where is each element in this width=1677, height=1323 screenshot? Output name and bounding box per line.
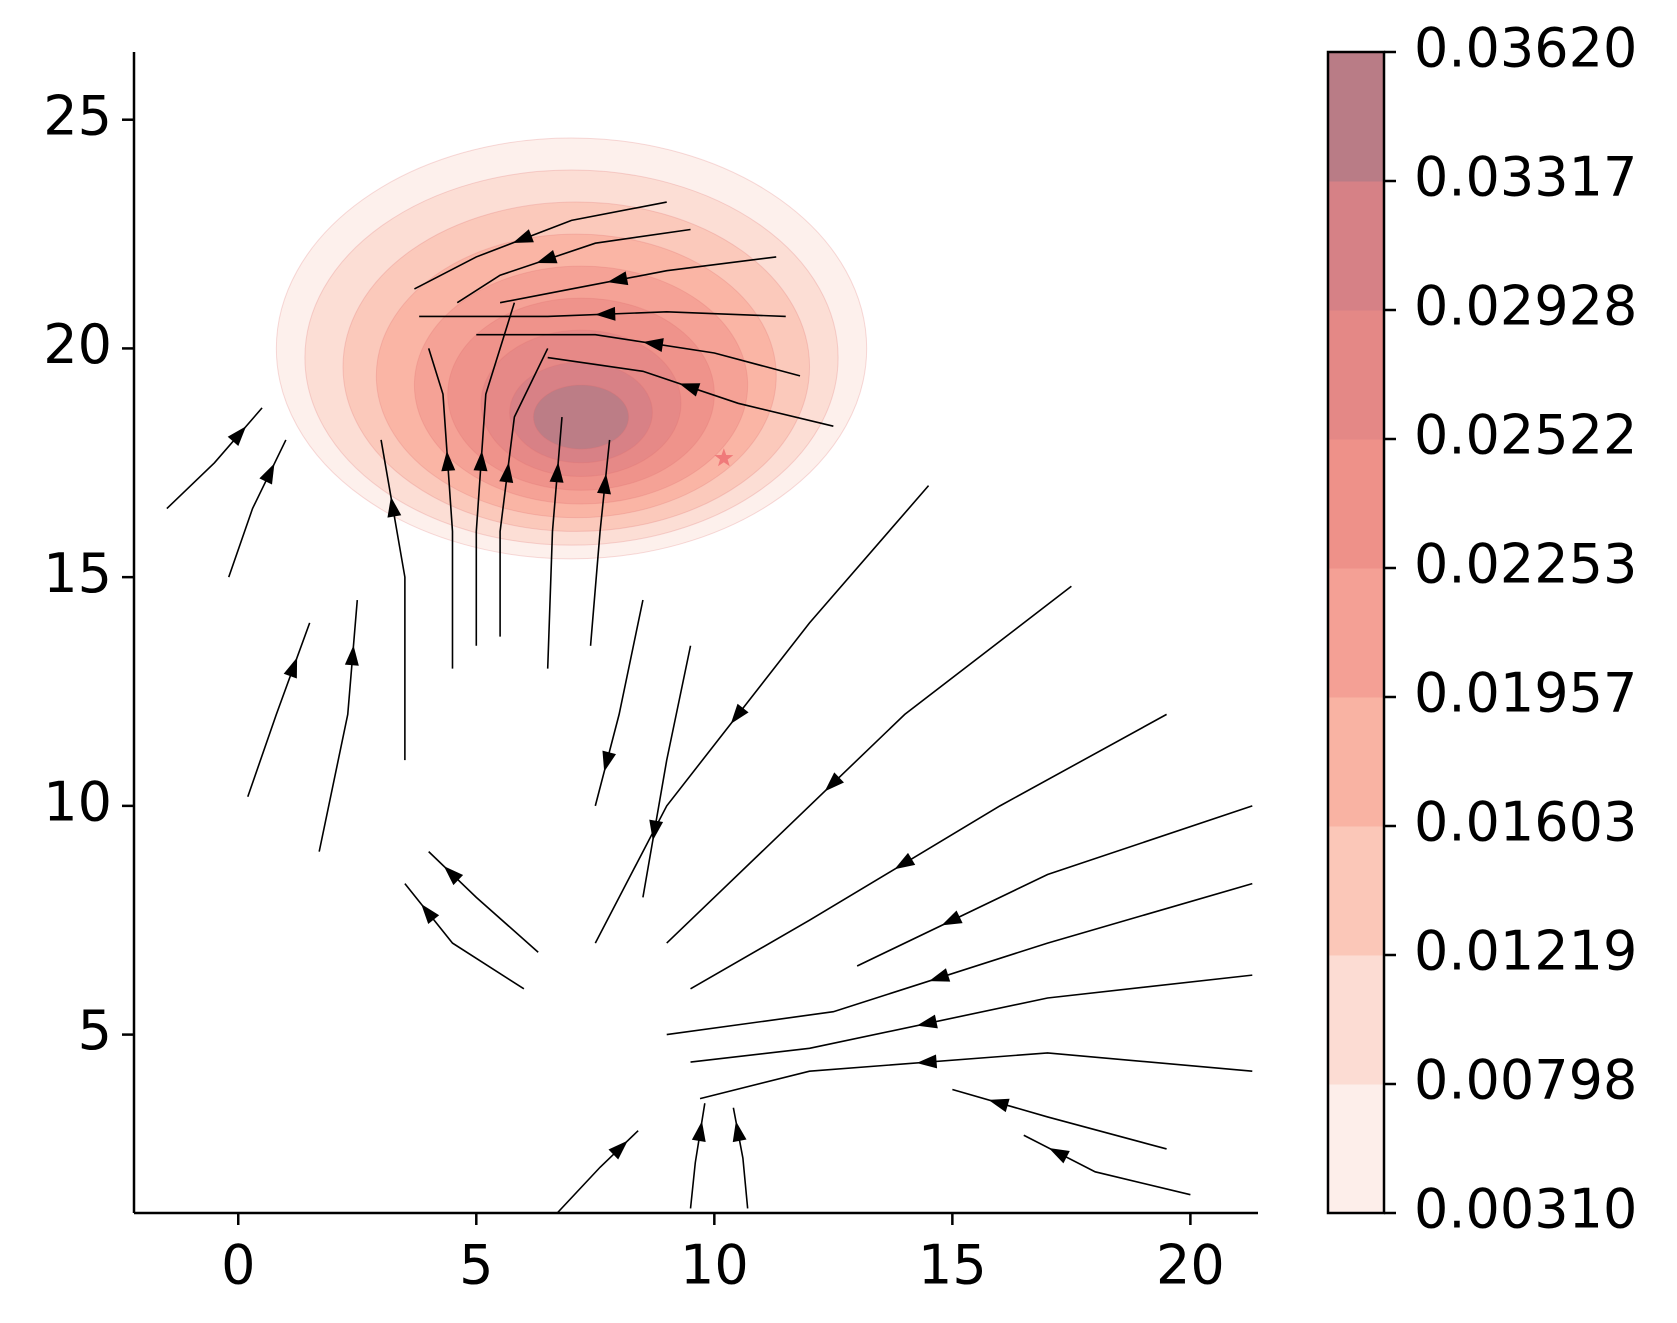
x-tick-label: 20 <box>1156 1234 1225 1297</box>
stream-arrow <box>344 645 359 666</box>
stream-arrow <box>1048 1148 1070 1164</box>
colorbar-band <box>1328 826 1384 956</box>
stream-arrow <box>607 271 629 286</box>
streamline <box>732 1107 749 1209</box>
streamline <box>428 851 539 953</box>
stream-arrow <box>499 462 514 484</box>
stream-arrow <box>259 463 275 485</box>
stream-arrow <box>988 1098 1010 1113</box>
stream-arrow <box>512 229 534 243</box>
colorbar-band <box>1328 181 1384 311</box>
stream-arrow <box>916 1014 938 1029</box>
x-tick-label: 15 <box>918 1234 987 1297</box>
colorbar-tick-label: 0.03620 <box>1414 17 1637 80</box>
stream-arrow <box>642 338 664 352</box>
stream-arrow <box>608 1140 628 1160</box>
y-tick-label: 10 <box>43 771 112 834</box>
colorbar-tick-label: 0.00798 <box>1414 1049 1637 1112</box>
streamline <box>699 1052 1253 1100</box>
x-tick-label: 10 <box>680 1234 749 1297</box>
streamline <box>856 805 1253 967</box>
colorbar-band <box>1328 568 1384 698</box>
y-tick-label: 15 <box>43 542 112 605</box>
streamline <box>666 882 1253 1036</box>
stream-arrow <box>649 819 664 841</box>
y-tick-label: 20 <box>43 313 112 376</box>
streamline <box>1023 1134 1191 1196</box>
stream-arrow <box>443 866 464 886</box>
colorbar-band <box>1328 697 1384 827</box>
stream-arrow <box>824 772 844 792</box>
stream-arrow <box>929 968 951 982</box>
y-tick-label: 25 <box>43 84 112 147</box>
streamline <box>247 622 311 797</box>
colorbar-band <box>1328 310 1384 440</box>
colorbar-tick-label: 0.02928 <box>1414 275 1637 338</box>
stream-arrow <box>536 250 558 264</box>
streamline <box>594 485 930 944</box>
stream-arrow <box>602 750 617 772</box>
streamline <box>666 585 1072 944</box>
colorbar-tick-label: 0.02253 <box>1414 533 1637 596</box>
stream-arrow <box>473 450 488 472</box>
stream-arrow <box>441 450 456 472</box>
stream-arrow <box>595 306 616 321</box>
x-tick-label: 5 <box>459 1234 493 1297</box>
colorbar-tick-label: 0.02522 <box>1414 404 1637 467</box>
streamline <box>166 407 263 510</box>
stream-arrow <box>421 904 440 924</box>
colorbar-frame <box>1326 50 1386 1215</box>
stream-arrow <box>916 1054 938 1069</box>
streamline <box>594 599 644 807</box>
stream-arrow <box>549 462 564 483</box>
streamline <box>318 599 359 852</box>
stream-arrow <box>941 910 963 926</box>
stream-arrow <box>894 852 916 870</box>
streamline <box>952 1088 1167 1150</box>
streamline <box>642 645 692 898</box>
streamline <box>589 439 611 646</box>
colorbar-tick-label: 0.01603 <box>1414 791 1637 854</box>
marker-star <box>714 448 734 467</box>
stream-arrow <box>227 426 247 446</box>
y-tick-label: 5 <box>78 999 112 1062</box>
stream-arrow <box>387 496 402 518</box>
stream-arrow <box>732 1121 747 1143</box>
colorbar-tick-label: 0.01957 <box>1414 662 1637 725</box>
stream-arrow <box>691 1121 706 1142</box>
streamline <box>690 974 1253 1063</box>
streamline <box>404 883 525 990</box>
streamline <box>380 439 406 761</box>
colorbar-tick-label: 0.01219 <box>1414 920 1637 983</box>
colorbar-band <box>1328 955 1384 1085</box>
stream-arrow <box>597 473 611 495</box>
stream-arrow <box>283 657 298 679</box>
stream-arrow <box>679 383 701 397</box>
streamline <box>689 1103 706 1209</box>
streamline <box>227 439 287 578</box>
colorbar-band <box>1328 52 1384 182</box>
colorbar-band <box>1328 439 1384 569</box>
density-contour <box>532 384 630 450</box>
colorbar-tick-label: 0.00310 <box>1414 1178 1637 1241</box>
streamline <box>546 416 563 669</box>
stream-arrow <box>730 703 749 724</box>
x-tick-label: 0 <box>221 1234 255 1297</box>
colorbar-tick-label: 0.03317 <box>1414 146 1637 209</box>
colorbar-band <box>1328 1084 1384 1214</box>
